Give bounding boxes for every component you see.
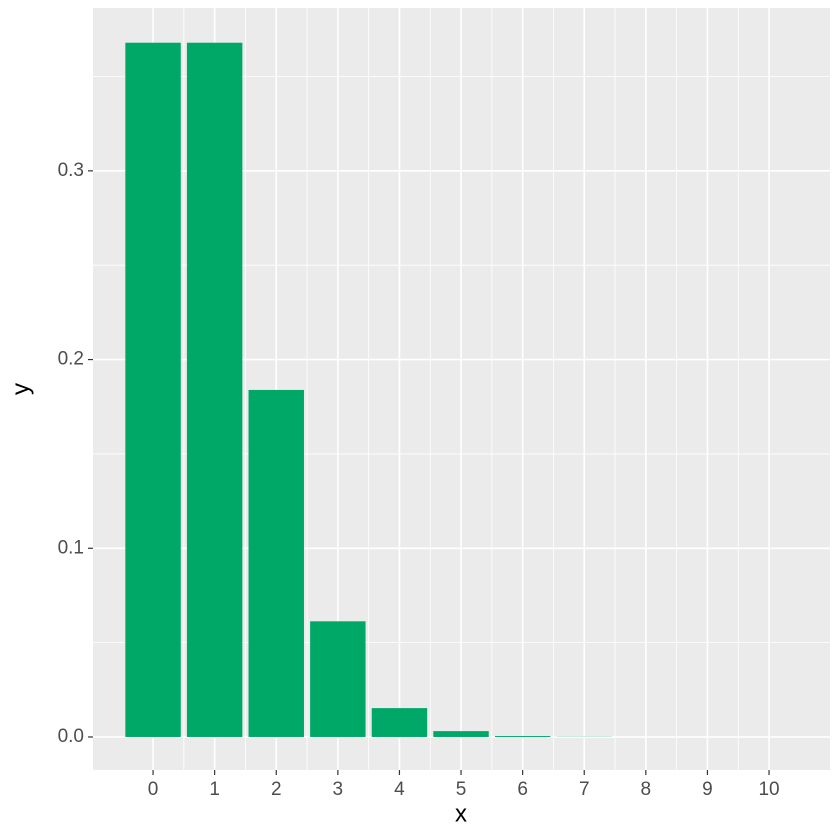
bar bbox=[494, 736, 551, 737]
y-tick-label: 0.2 bbox=[58, 349, 84, 370]
y-tick-label: 0.1 bbox=[58, 537, 84, 558]
x-tick-label: 9 bbox=[702, 779, 713, 800]
x-tick-label: 10 bbox=[758, 779, 779, 800]
y-tick-label: 0.0 bbox=[58, 726, 84, 747]
bars bbox=[125, 42, 612, 737]
bar bbox=[125, 42, 181, 737]
bar bbox=[310, 621, 366, 737]
y-tick-label: 0.3 bbox=[58, 160, 84, 181]
bar bbox=[248, 389, 304, 737]
x-axis-title: x bbox=[455, 800, 467, 827]
bar bbox=[371, 708, 428, 737]
bar bbox=[433, 731, 489, 737]
x-tick-label: 5 bbox=[456, 779, 467, 800]
x-tick-label: 0 bbox=[148, 779, 159, 800]
bar bbox=[186, 42, 243, 737]
axes: 0.0 0.1 0.2 0.3 0 1 2 3 4 5 6 7 8 9 10 bbox=[58, 160, 780, 800]
x-tick-label: 4 bbox=[394, 779, 405, 800]
x-tick-label: 3 bbox=[333, 779, 344, 800]
x-tick-label: 1 bbox=[209, 779, 220, 800]
x-tick-label: 2 bbox=[271, 779, 282, 800]
y-axis-title: y bbox=[7, 383, 34, 395]
x-tick-label: 8 bbox=[641, 779, 652, 800]
x-tick-label: 6 bbox=[517, 779, 528, 800]
x-tick-label: 7 bbox=[579, 779, 590, 800]
